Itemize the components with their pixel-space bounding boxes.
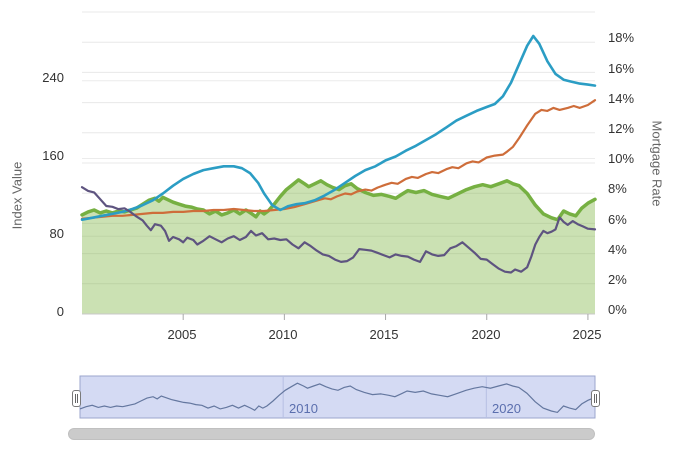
x-axis-tick-label: 2015 (369, 327, 399, 342)
right-axis-tick-label: 8% (608, 181, 627, 196)
navigator-handle-right[interactable] (591, 390, 600, 407)
right-axis-tick-label: 4% (608, 242, 627, 257)
x-axis-tick-label: 2010 (268, 327, 298, 342)
navigator-tick-label: 2020 (492, 401, 521, 416)
left-axis-title: Index Value (9, 161, 25, 230)
left-axis-tick-label: 0 (56, 304, 64, 319)
purple-line-mortgage-rate (80, 186, 597, 274)
right-axis-tick-label: 0% (608, 302, 627, 317)
x-axis-tick-label: 2020 (471, 327, 501, 342)
x-axis-tick-label: 2025 (572, 327, 602, 342)
right-axis-tick-label: 2% (608, 272, 627, 287)
navigator-scrollbar[interactable] (68, 428, 595, 440)
navigator-tick-label: 2010 (289, 401, 318, 416)
x-axis-tick-label: 2005 (167, 327, 197, 342)
blue-line-index (80, 34, 597, 221)
green-area-index (80, 178, 597, 222)
orange-line-index (80, 99, 597, 220)
right-axis-tick-label: 12% (608, 121, 635, 136)
right-axis-tick-label: 6% (608, 212, 627, 227)
left-axis-tick-label: 240 (42, 70, 64, 85)
navigator-handle-left[interactable] (72, 390, 81, 407)
right-axis-tick-label: 10% (608, 151, 635, 166)
green-area-index-fill (82, 179, 595, 314)
navigator-series-line (79, 382, 596, 414)
left-axis-tick-label: 80 (49, 226, 64, 241)
left-axis-tick-label: 160 (42, 148, 64, 163)
right-axis-tick-label: 14% (608, 91, 635, 106)
right-axis-tick-label: 16% (608, 61, 635, 76)
right-axis-title: Mortgage Rate (649, 120, 665, 207)
right-axis-tick-label: 18% (608, 30, 635, 45)
